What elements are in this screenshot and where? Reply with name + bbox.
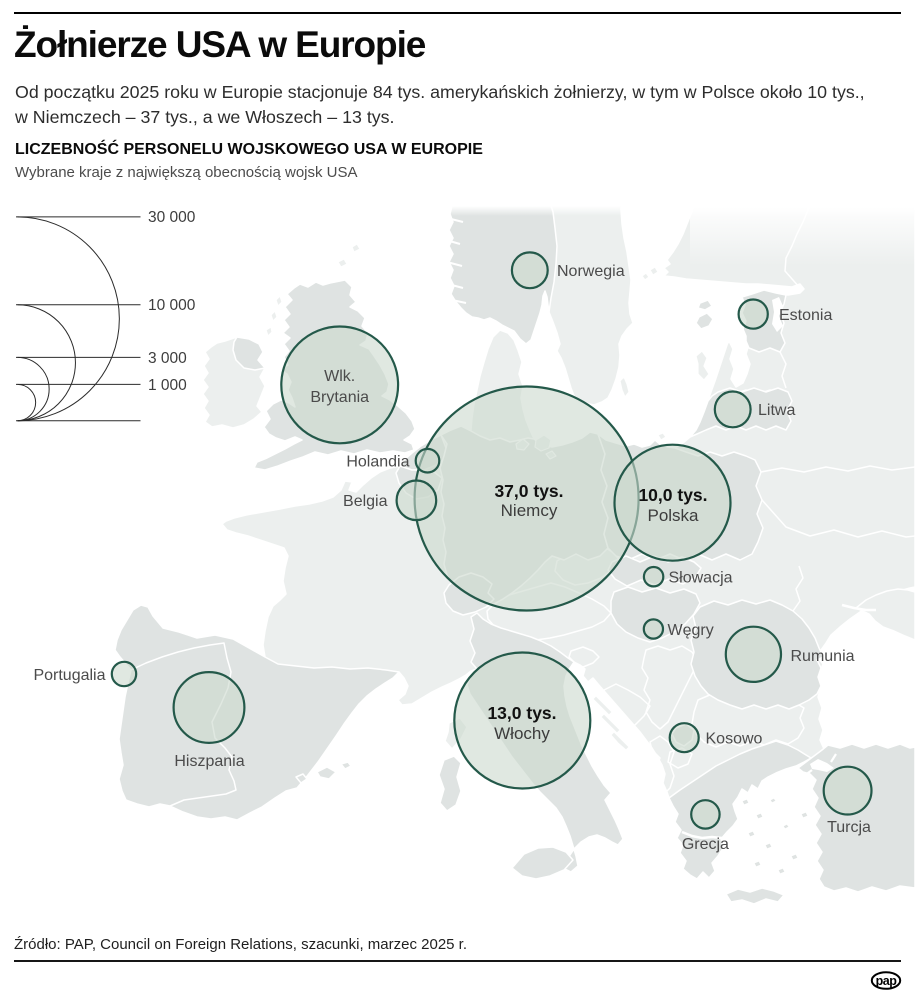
svg-text:37,0 tys.: 37,0 tys. (494, 481, 563, 501)
svg-text:Brytania: Brytania (310, 389, 369, 406)
svg-text:Portugalia: Portugalia (33, 667, 105, 684)
svg-text:Holandia: Holandia (346, 454, 409, 471)
svg-text:13,0 tys.: 13,0 tys. (487, 703, 556, 723)
svg-text:Węgry: Węgry (668, 622, 714, 639)
svg-text:Słowacja: Słowacja (669, 570, 733, 587)
svg-text:Kosowo: Kosowo (706, 731, 763, 748)
svg-text:Niemcy: Niemcy (501, 501, 558, 520)
svg-text:pap: pap (876, 974, 898, 988)
svg-text:3 000: 3 000 (148, 350, 187, 367)
svg-text:10,0 tys.: 10,0 tys. (638, 485, 707, 505)
svg-text:Belgia: Belgia (343, 493, 388, 510)
svg-text:Hiszpania: Hiszpania (174, 753, 244, 770)
svg-text:Polska: Polska (647, 506, 699, 525)
svg-text:Grecja: Grecja (682, 836, 729, 853)
svg-text:Turcja: Turcja (827, 819, 871, 836)
svg-text:Rumunia: Rumunia (791, 648, 855, 665)
svg-text:10 000: 10 000 (148, 297, 196, 314)
svg-text:Norwegia: Norwegia (557, 263, 625, 280)
svg-text:1 000: 1 000 (148, 377, 187, 394)
svg-text:Litwa: Litwa (758, 402, 795, 419)
svg-text:Wlk.: Wlk. (324, 368, 355, 385)
svg-text:Estonia: Estonia (779, 307, 832, 324)
svg-text:30 000: 30 000 (148, 209, 196, 226)
svg-text:Włochy: Włochy (494, 724, 550, 743)
